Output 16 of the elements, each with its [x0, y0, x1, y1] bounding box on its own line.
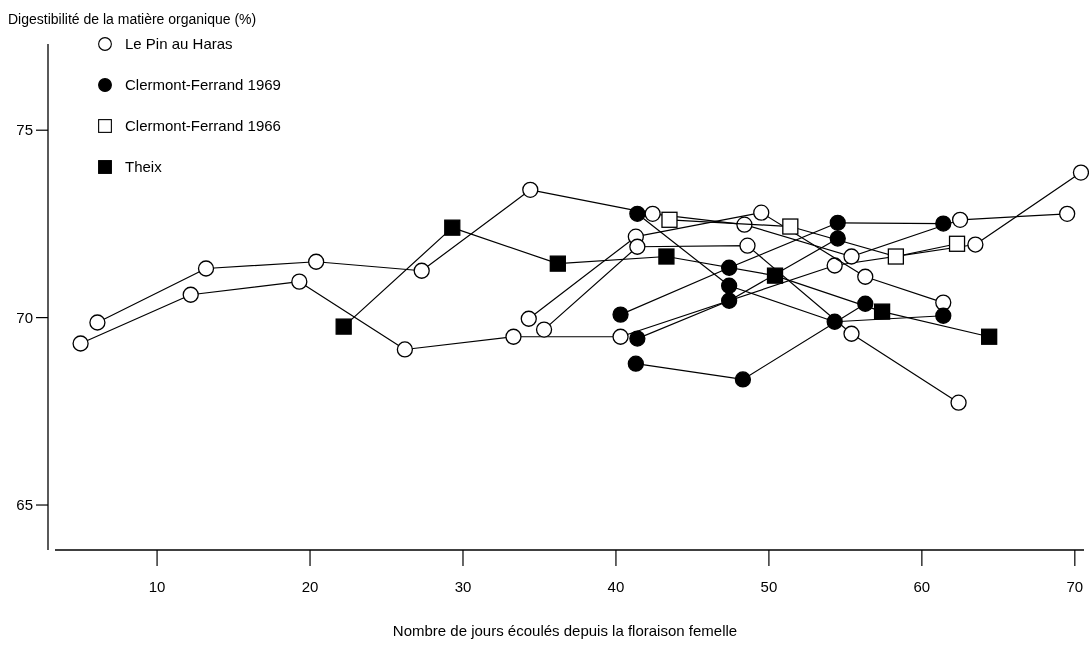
x-tick-label: 50 [760, 578, 778, 595]
x-tick-label: 30 [454, 578, 472, 595]
y-tick-label: 75 [16, 121, 33, 139]
legend-label: Le Pin au Haras [125, 35, 233, 52]
y-axis-title: Digestibilité de la matière organique (%) [8, 11, 257, 27]
x-tick-label: 10 [148, 578, 166, 595]
x-axis-title: Nombre de jours écoulés depuis la floraison femelle [392, 622, 738, 639]
x-tick-label: 40 [607, 578, 625, 595]
legend-label: Clermont-Ferrand 1966 [125, 117, 281, 134]
x-tick-label: 60 [913, 578, 931, 595]
x-tick-label: 20 [301, 578, 319, 595]
legend-label: Clermont-Ferrand 1969 [125, 76, 281, 93]
legend-label: Theix [125, 158, 163, 175]
y-tick-label: 65 [16, 496, 33, 514]
x-tick-label: 70 [1066, 578, 1084, 595]
y-tick-label: 70 [16, 308, 33, 326]
